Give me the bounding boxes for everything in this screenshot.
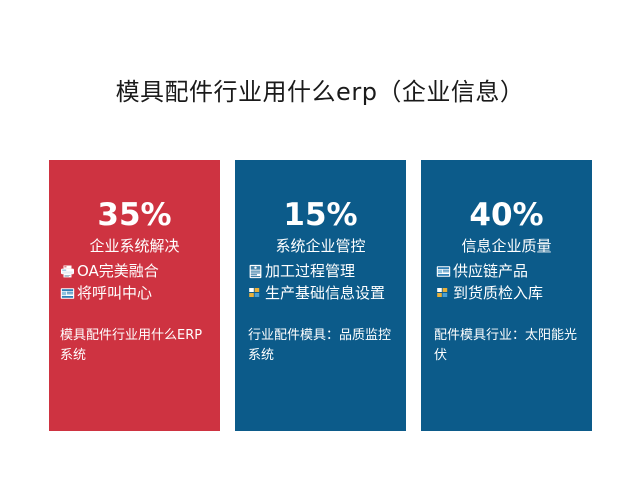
stat-panel-2-bullets: 加工过程管理 生产基础信息设置 (235, 261, 406, 304)
list-item-label: 将呼叫中心 (77, 284, 153, 302)
printer-icon (60, 264, 75, 279)
stat-percent-1: 35% (97, 197, 172, 233)
stat-percent-2: 15% (283, 197, 358, 233)
list-item-label: 供应链产品 (453, 262, 529, 280)
news-card-icon (60, 286, 75, 301)
stat-panel-3[interactable]: 40% 信息企业质量 (421, 160, 592, 431)
list-item[interactable]: 到货质检入库 (436, 283, 592, 304)
stat-body-2: 行业配件模具：品质监控系统 (248, 328, 392, 363)
page-title: 模具配件行业用什么erp（企业信息） (115, 78, 525, 106)
list-item-label: OA完美融合 (77, 262, 159, 280)
list-item[interactable]: 将呼叫中心 (60, 283, 220, 304)
stat-panel-1[interactable]: 35% 企业系统解决 (49, 160, 220, 431)
news-card-icon (436, 264, 451, 279)
list-item-label: 生产基础信息设置 (265, 284, 386, 302)
list-item[interactable]: 加工过程管理 (248, 261, 406, 282)
list-item-label: 加工过程管理 (265, 262, 356, 280)
stat-subhead-1: 企业系统解决 (89, 237, 180, 255)
stat-panel-3-content: 40% 信息企业质量 (421, 160, 592, 366)
stat-subhead-3: 信息企业质量 (461, 237, 552, 255)
stat-body-1: 模具配件行业用什么ERP系统 (60, 328, 203, 363)
panel-row: 35% 企业系统解决 (49, 160, 592, 431)
id-card-icon (248, 264, 263, 279)
list-item[interactable]: 供应链产品 (436, 261, 592, 282)
list-item[interactable]: OA完美融合 (60, 261, 220, 282)
stat-panel-2-content: 15% 系统企业管控 (235, 160, 406, 366)
list-item[interactable]: 生产基础信息设置 (248, 283, 406, 304)
list-item-label: 到货质检入库 (453, 284, 544, 302)
stat-percent-3: 40% (469, 197, 544, 233)
stat-panel-1-content: 35% 企业系统解决 (49, 160, 220, 366)
stat-body-3: 配件模具行业：太阳能光伏 (434, 328, 578, 363)
stat-panel-3-bullets: 供应链产品 到货质检入库 (421, 261, 592, 304)
color-blocks-icon (248, 286, 263, 301)
stat-subhead-2: 系统企业管控 (275, 237, 366, 255)
stat-panel-2[interactable]: 15% 系统企业管控 (235, 160, 406, 431)
stat-panel-1-bullets: OA完美融合 (49, 261, 220, 304)
color-blocks-icon (436, 286, 451, 301)
